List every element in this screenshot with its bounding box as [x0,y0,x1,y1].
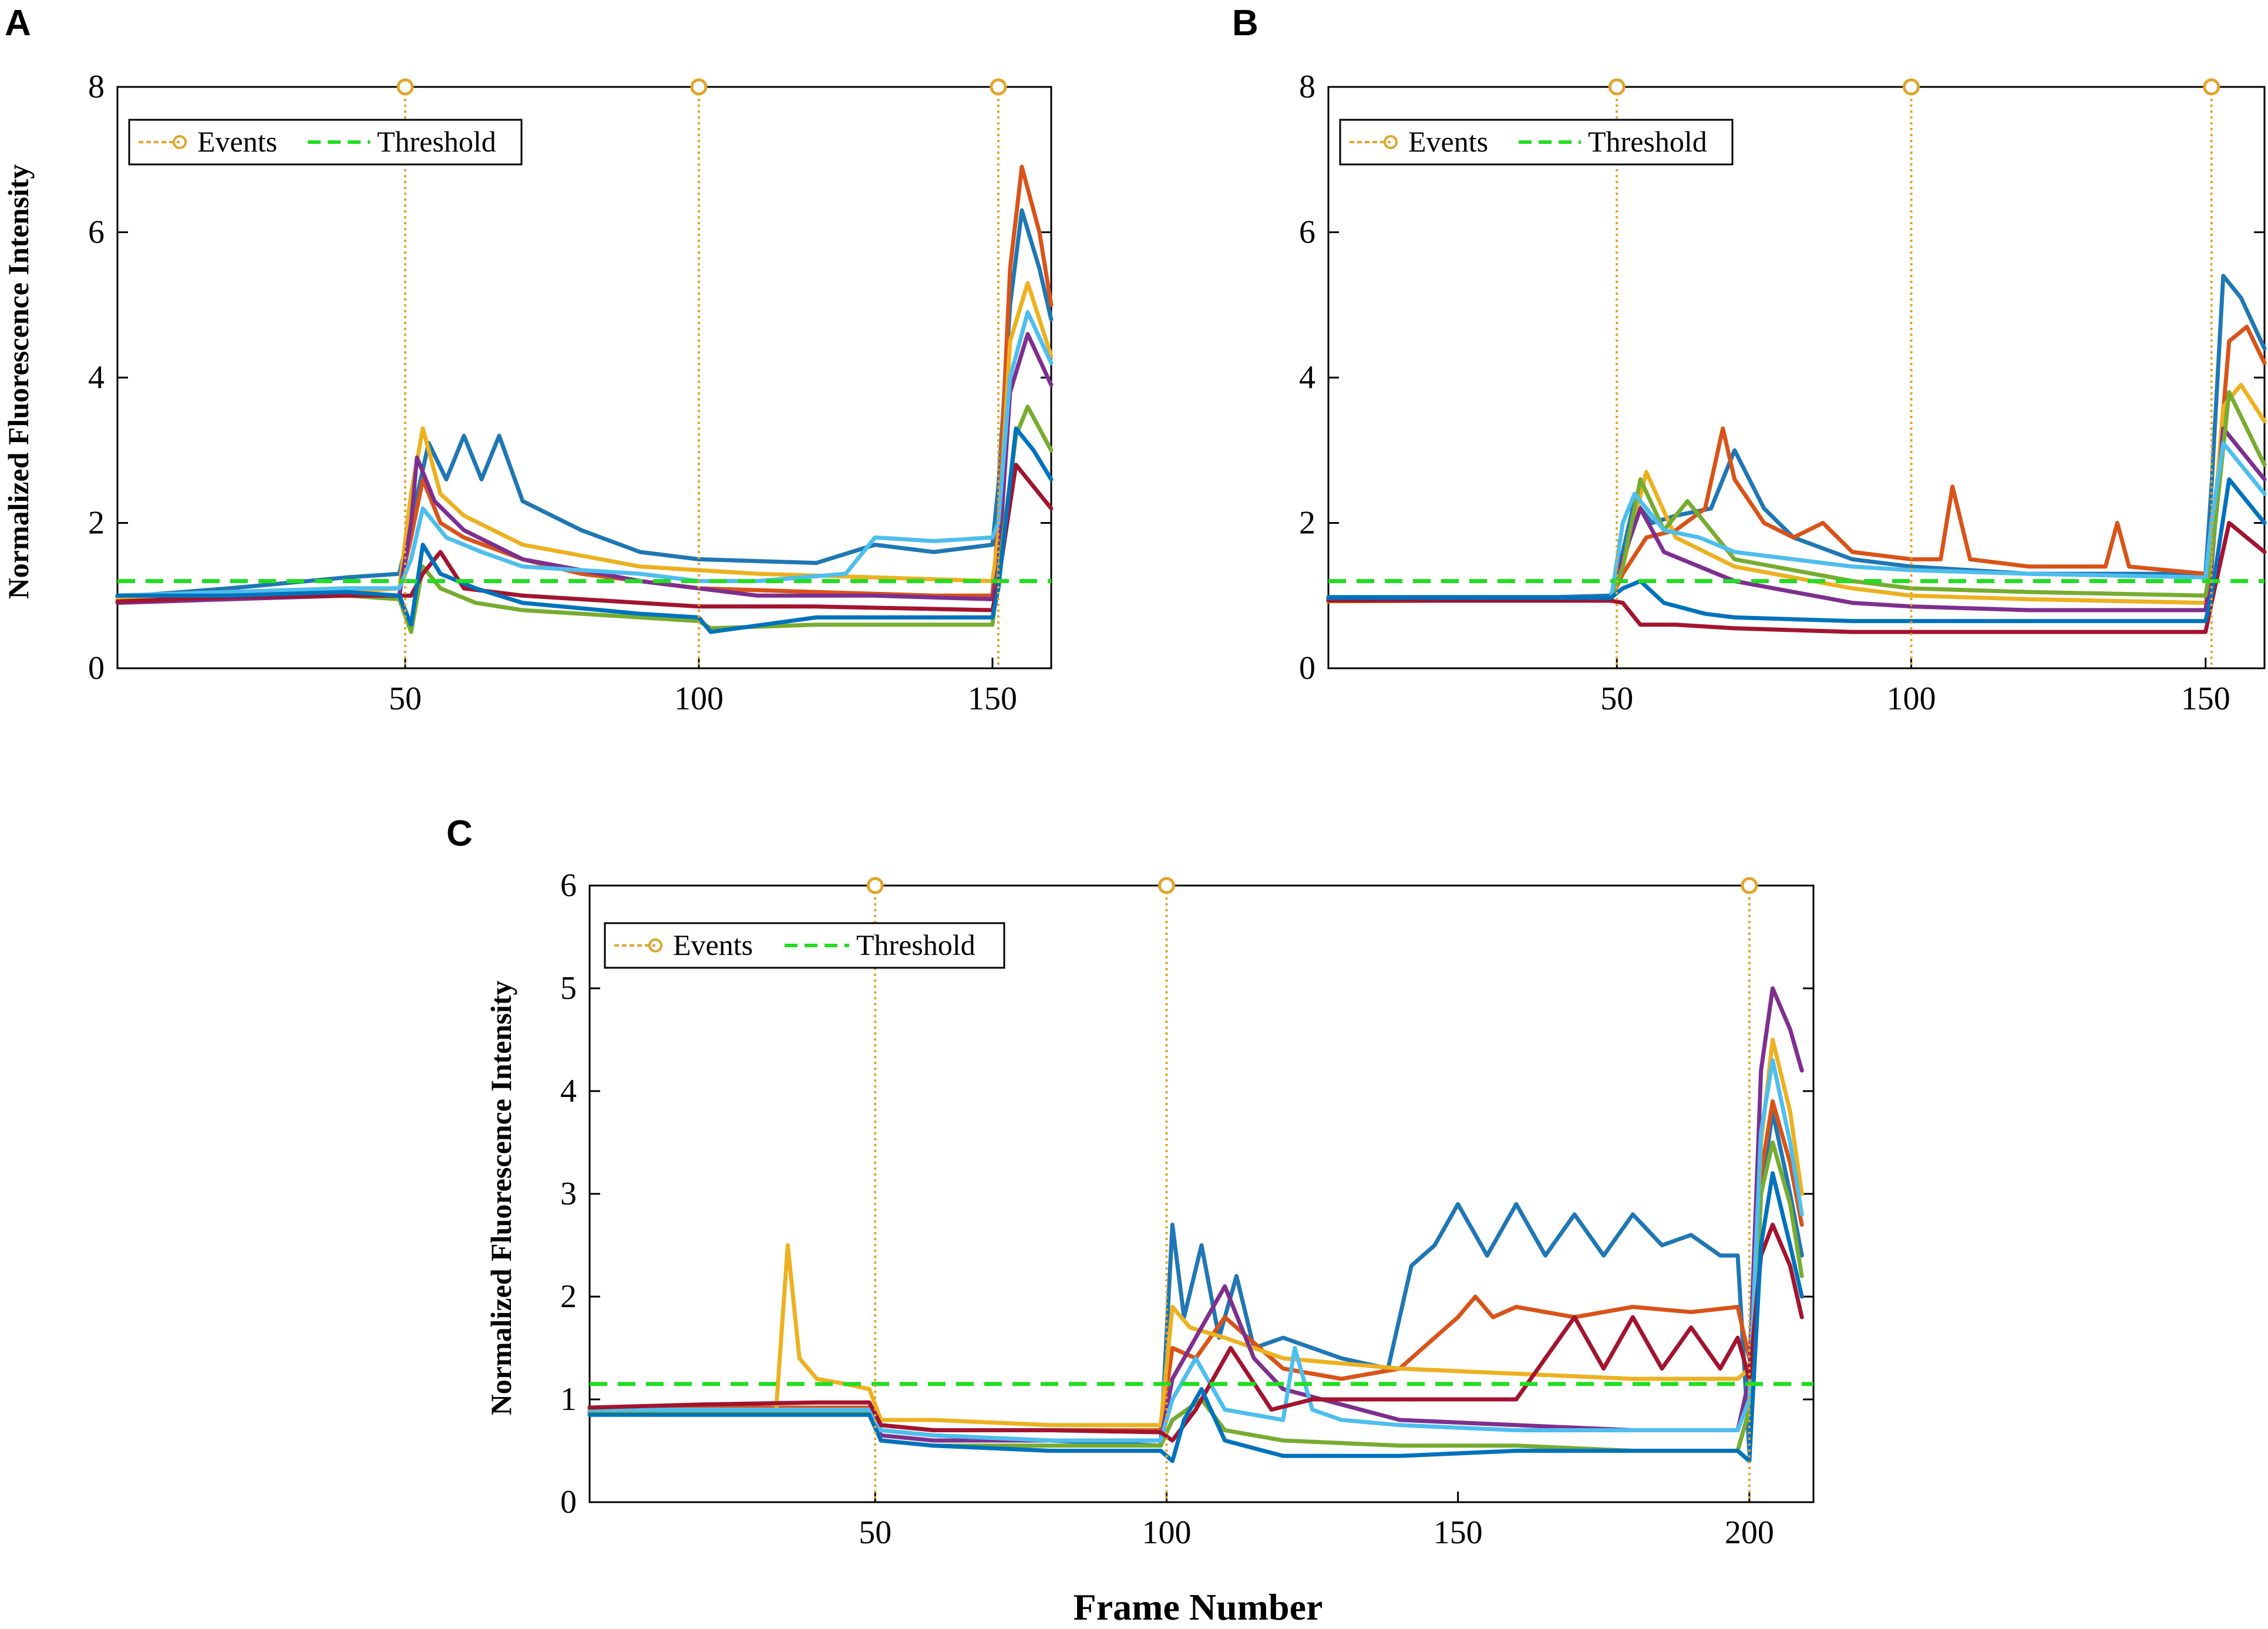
panel-c-ylabel: Normalized Fluorescence Intensity [484,981,517,1416]
panel-a-event-marker-0 [396,78,414,96]
panel-c-ytick-label-4: 4 [560,1073,577,1109]
panel-b-y-ticks: 0 2 4 6 8 [1299,69,1315,686]
panel-c-event-marker-1 [1157,877,1175,894]
panel-a-ytick-label-1: 2 [88,505,105,541]
panel-b-legend-box [1339,119,1734,166]
panel-c: C Normalized Fluorescence Intensity 0 1 2 3… [446,813,1815,1551]
panel-c-ytick-label-2: 2 [560,1278,577,1315]
panel-c-series-cell-8 [587,1171,1804,1463]
panel-a-series-cell-3 [115,281,1054,601]
panel-b-letter: B [1232,3,1258,43]
panel-a-xtick-label-2: 150 [968,681,1017,717]
panel-a-legend-events-label: Events [197,125,277,158]
panel-b-xtick-label-2: 150 [2181,681,2230,717]
panel-b-x-ticks: 50 100 150 [1600,681,2230,717]
panel-c-xtick-label-3: 200 [1725,1514,1774,1551]
panel-a-xtick-label-1: 100 [674,681,724,717]
panel-c-legend: Events Threshold [604,922,1005,969]
panel-b-legend-threshold-label: Threshold [1588,125,1707,158]
panel-b-ytick-label-1: 2 [1299,505,1315,541]
panel-a-ytick-label-3: 6 [88,214,105,251]
panel-c-ytick-label-0: 0 [560,1484,577,1520]
panel-b: B 0 2 4 6 8 50 100 150 Events Threshold [1232,3,2267,717]
panel-b-ytick-label-4: 8 [1299,69,1315,105]
panel-a-series-cell-7 [115,463,1054,612]
panel-a-y-ticks: 0 2 4 6 8 [88,69,105,686]
panel-c-xtick-label-1: 100 [1142,1514,1191,1551]
panel-c-ytick-label-3: 3 [560,1176,577,1212]
panel-a-event-marker-1 [690,78,708,96]
panel-a-ytick-label-0: 0 [88,650,105,686]
panel-a-ylabel: Normalized Fluorescence Intensity [2,164,35,600]
panel-c-event-marker-2 [1741,877,1758,894]
panel-c-letter: C [446,813,473,854]
x-axis-label: Frame Number [1074,1586,1323,1628]
panel-b-series-cell-2 [1326,324,2267,601]
panel-b-series-cell-7 [1326,521,2267,634]
panel-a-series-cell-8 [115,426,1054,634]
panel-b-ytick-label-2: 4 [1299,359,1315,396]
panel-a-x-ticks: 50 100 150 [389,681,1017,717]
panel-a-legend: Events Threshold [128,119,523,166]
panel-c-ytick-label-6: 6 [560,867,577,904]
panel-c-events [866,877,1758,1502]
panel-b-series-cell-5 [1326,390,2267,601]
panel-c-series-cell-4 [587,986,1804,1443]
panel-b-tick-marks [1328,86,2264,669]
panel-b-ytick-label-3: 6 [1299,214,1315,251]
panel-a-ytick-label-2: 4 [88,359,105,396]
panel-c-legend-events-marker [648,938,662,953]
panel-b-event-marker-1 [1902,78,1920,96]
panel-c-series [587,986,1804,1463]
panel-b-series-cell-8 [1326,477,2267,624]
panel-b-series [1326,274,2267,634]
panel-a: A Normalized Fluorescence Intensity 0 2 4 6… [2,3,1054,717]
panel-c-legend-events-label: Events [673,928,753,961]
panel-b-ytick-label-0: 0 [1299,650,1315,686]
panel-b-events [1608,78,2220,668]
panel-c-y-ticks: 0 1 2 3 4 5 6 [560,867,577,1520]
panel-c-xtick-label-0: 50 [859,1514,891,1551]
panel-b-legend-events-label: Events [1408,125,1488,158]
panel-a-legend-box [128,119,523,166]
panel-a-legend-threshold-label: Threshold [377,125,496,158]
panel-a-series-cell-6 [115,310,1054,598]
panel-c-ytick-label-5: 5 [560,970,577,1007]
panel-b-legend-events-marker [1384,135,1398,149]
panel-c-xtick-label-2: 150 [1434,1514,1483,1551]
panel-b-event-marker-2 [2203,78,2220,96]
panel-a-letter: A [5,3,31,43]
panel-a-legend-events-marker [173,135,187,149]
panel-a-event-marker-2 [990,78,1007,96]
panel-c-series-cell-7 [587,1223,1804,1443]
panel-a-xtick-label-0: 50 [389,681,422,717]
panel-b-event-marker-0 [1608,78,1626,96]
panel-a-ytick-label-4: 8 [88,69,105,105]
panel-b-xtick-label-1: 100 [1886,681,1936,717]
panel-c-legend-threshold-label: Threshold [856,928,975,961]
panel-c-event-marker-0 [866,877,884,894]
panel-c-x-ticks: 50 100 150 200 [859,1514,1774,1551]
panel-b-legend: Events Threshold [1339,119,1734,166]
panel-a-series-cell-4 [115,332,1054,605]
panel-b-xtick-label-0: 50 [1600,681,1633,717]
panel-a-events [396,78,1007,668]
panel-a-series [115,164,1054,634]
panel-c-ytick-label-1: 1 [560,1381,577,1418]
